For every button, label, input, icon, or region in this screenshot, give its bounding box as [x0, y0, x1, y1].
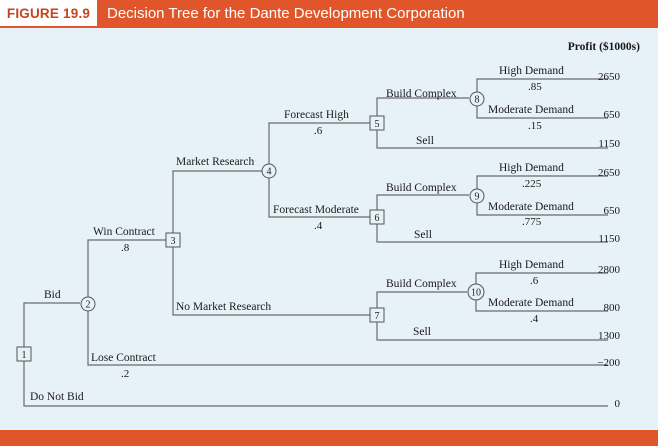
edge-8-moderate — [476, 106, 608, 119]
decision-node-1: 1 — [16, 346, 32, 362]
edge-5-build — [376, 97, 469, 116]
payoff-value: 2650 — [598, 167, 621, 179]
node-5-number: 5 — [375, 119, 380, 130]
payoff-value: 2800 — [598, 264, 621, 276]
node-9-number: 9 — [475, 192, 480, 203]
payoff-value: 800 — [604, 302, 621, 314]
edge-10-high — [475, 272, 608, 285]
branch-labels: Bid Do Not Bid Win Contract .8 Lose Cont… — [30, 65, 574, 403]
payoff-value: 0 — [615, 398, 621, 410]
label-node8-high: High Demand — [499, 65, 564, 77]
edge-5-sell — [376, 130, 608, 149]
edge-1-do-not-bid — [23, 361, 608, 407]
label-market-research: Market Research — [176, 156, 254, 168]
label-node9-high: High Demand — [499, 162, 564, 174]
payoff-value: 1300 — [598, 330, 621, 342]
edge-3-research — [172, 170, 262, 233]
edge-7-build — [376, 291, 467, 308]
label-bid: Bid — [44, 289, 61, 301]
node-2-number: 2 — [86, 300, 91, 311]
payoff-value: 1150 — [598, 138, 620, 150]
label-node8-moderate: Moderate Demand — [488, 104, 574, 116]
label-node10-high: High Demand — [499, 259, 564, 271]
node-8-number: 8 — [475, 95, 480, 106]
edge-2-lose — [87, 311, 608, 366]
label-do-not-bid: Do Not Bid — [30, 391, 84, 403]
payoff-value: 2650 — [598, 71, 621, 83]
edge-2-win — [87, 239, 166, 297]
title-bar — [0, 0, 658, 28]
label-forecast-moderate: Forecast Moderate — [273, 204, 359, 216]
prob-win-contract: .8 — [121, 242, 130, 254]
figure-title: Decision Tree for the Dante Development … — [107, 5, 465, 22]
node-3-number: 3 — [171, 236, 176, 247]
label-node7-build: Build Complex — [386, 278, 457, 290]
chance-node-4: 4 — [261, 163, 277, 179]
prob-lose-contract: .2 — [121, 368, 129, 380]
prob-node8-high: .85 — [528, 81, 542, 93]
prob-node8-moderate: .15 — [528, 120, 542, 132]
edge-4-forecast-high — [268, 122, 370, 164]
chance-node-9: 9 — [469, 188, 485, 204]
bottom-bar — [0, 430, 658, 446]
node-10-number: 10 — [471, 288, 481, 299]
edge-1-bid — [23, 302, 80, 347]
label-node5-sell: Sell — [416, 135, 434, 147]
label-node10-moderate: Moderate Demand — [488, 297, 574, 309]
prob-forecast-moderate: .4 — [314, 220, 323, 232]
figure-label-tag: FIGURE 19.9 — [0, 0, 97, 28]
prob-node9-high: .225 — [522, 178, 542, 190]
label-no-market-research: No Market Research — [176, 301, 271, 313]
diagram-background — [0, 28, 658, 430]
edge-10-moderate — [475, 300, 608, 312]
node-4-number: 4 — [267, 167, 272, 178]
prob-node9-moderate: .775 — [522, 216, 542, 228]
prob-forecast-high: .6 — [314, 125, 323, 137]
tree-edges — [23, 78, 608, 407]
node-1-number: 1 — [22, 350, 27, 361]
edge-3-no-research — [172, 247, 370, 316]
profit-column-header: Profit ($1000s) — [568, 40, 640, 53]
chance-node-2: 2 — [80, 296, 96, 312]
edge-9-high — [476, 175, 608, 189]
edge-8-high — [476, 78, 608, 92]
payoff-column: 2650 650 1150 2650 650 1150 2800 800 130… — [597, 71, 620, 410]
edge-4-forecast-moderate — [268, 178, 370, 218]
edge-7-sell — [376, 322, 608, 341]
chance-node-8: 8 — [469, 91, 485, 107]
decision-node-6: 6 — [369, 209, 385, 225]
payoff-value: 650 — [604, 109, 621, 121]
label-node7-sell: Sell — [413, 326, 431, 338]
label-node9-moderate: Moderate Demand — [488, 201, 574, 213]
payoff-value: −200 — [597, 357, 620, 369]
edge-6-sell — [376, 224, 608, 243]
edge-6-build — [376, 194, 469, 210]
label-lose-contract: Lose Contract — [91, 352, 157, 364]
label-node6-sell: Sell — [414, 229, 432, 241]
chance-node-10: 10 — [467, 283, 485, 301]
decision-node-5: 5 — [369, 115, 385, 131]
label-forecast-high: Forecast High — [284, 109, 349, 121]
payoff-value: 1150 — [598, 233, 620, 245]
node-7-number: 7 — [375, 311, 380, 322]
prob-node10-high: .6 — [530, 275, 539, 287]
edge-9-moderate — [476, 202, 608, 216]
decision-node-3: 3 — [165, 232, 181, 248]
label-win-contract: Win Contract — [93, 226, 156, 238]
figure-label: FIGURE 19.9 — [6, 5, 91, 21]
prob-node10-moderate: .4 — [530, 313, 539, 325]
label-node6-build: Build Complex — [386, 182, 457, 194]
decision-node-7: 7 — [369, 307, 385, 323]
label-node5-build: Build Complex — [386, 88, 457, 100]
payoff-value: 650 — [604, 205, 621, 217]
node-6-number: 6 — [375, 213, 380, 224]
